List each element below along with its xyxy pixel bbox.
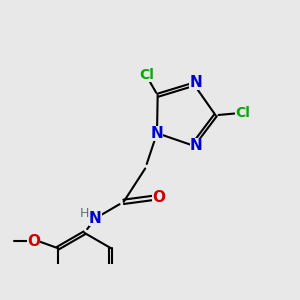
Text: N: N: [151, 126, 164, 141]
Text: O: O: [27, 234, 40, 249]
Text: N: N: [190, 138, 202, 153]
Text: N: N: [189, 75, 202, 90]
Text: N: N: [89, 211, 102, 226]
Text: Cl: Cl: [139, 68, 154, 82]
Text: H: H: [80, 207, 89, 220]
Text: Cl: Cl: [235, 106, 250, 120]
Text: O: O: [152, 190, 166, 206]
